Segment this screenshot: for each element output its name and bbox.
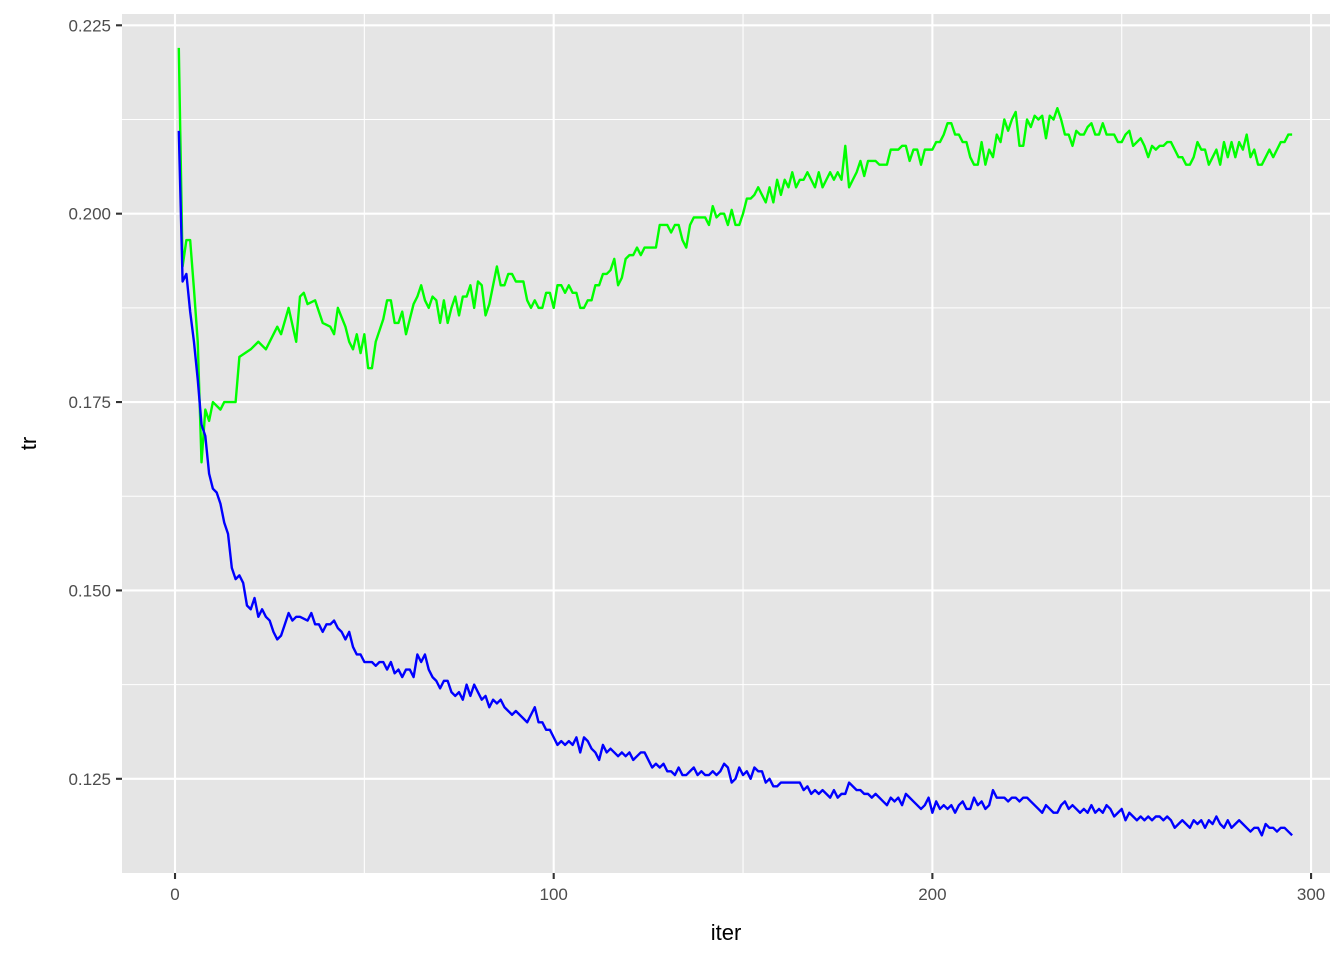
y-axis-title: tr <box>16 437 41 450</box>
y-tick-label: 0.200 <box>68 205 111 224</box>
series-layer <box>177 47 1293 837</box>
x-tick-label: 200 <box>918 885 946 904</box>
y-tick-label: 0.150 <box>68 581 111 600</box>
minor-gridlines <box>122 14 1330 873</box>
major-gridlines <box>122 14 1330 873</box>
x-axis: 0 100 200 300 <box>170 873 1325 904</box>
y-tick-label: 0.225 <box>68 16 111 35</box>
y-axis: 0.125 0.150 0.175 0.200 0.225 <box>68 16 122 789</box>
x-tick-label: 0 <box>170 885 179 904</box>
plot-panel <box>122 14 1330 873</box>
x-tick-label: 100 <box>540 885 568 904</box>
x-tick-label: 300 <box>1297 885 1325 904</box>
series-line-1 <box>177 47 1293 464</box>
series-line-2 <box>177 130 1293 837</box>
y-tick-label: 0.125 <box>68 770 111 789</box>
y-tick-label: 0.175 <box>68 393 111 412</box>
x-axis-title: iter <box>711 920 742 945</box>
